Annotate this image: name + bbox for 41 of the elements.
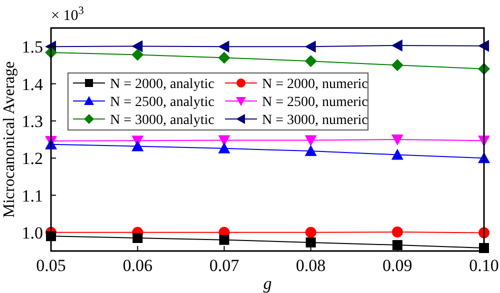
- text: × 10$^{3}$: [51, 5, 84, 24]
- x-tick-label: 0.09: [382, 256, 412, 275]
- y-tick-label: 1.4: [22, 74, 44, 94]
- point: [132, 140, 144, 152]
- point: [392, 226, 403, 238]
- point: [304, 135, 317, 146]
- y-tick-label: 1.1: [22, 186, 43, 206]
- point: [218, 52, 230, 64]
- point: [218, 142, 230, 154]
- legend-label: N = 2500, analytic: [110, 95, 214, 110]
- point: [391, 39, 402, 52]
- x-tick-label: 0.10: [469, 256, 499, 275]
- legend-label: N = 3000, numeric: [262, 113, 368, 128]
- y-tick-label: 1.3: [22, 112, 43, 131]
- y-tick-label: 1.2: [22, 149, 43, 168]
- point: [132, 232, 143, 243]
- x-tick-label: 0.07: [209, 256, 240, 275]
- x-axis-title: g: [263, 274, 272, 293]
- legend-label: N = 2500, numeric: [262, 95, 368, 110]
- point: [132, 40, 143, 52]
- y-axis-title: Microcanonical Average: [1, 61, 18, 218]
- point: [392, 240, 402, 250]
- point: [218, 40, 230, 53]
- point: [391, 134, 404, 146]
- point: [304, 145, 317, 156]
- point: [305, 226, 316, 238]
- legend-label: N = 2000, analytic: [110, 77, 214, 92]
- x-tick-label: 0.08: [296, 256, 326, 275]
- y-tick-label: 1.0: [22, 223, 43, 242]
- point: [219, 234, 230, 245]
- point: [306, 237, 316, 248]
- legend-label: N = 3000, analytic: [110, 113, 214, 128]
- point: [391, 59, 404, 72]
- point: [304, 55, 317, 68]
- x-tick-label: 0.05: [36, 256, 66, 275]
- legend-label: N = 2000, numeric: [262, 77, 368, 92]
- point: [304, 40, 316, 53]
- point: [391, 148, 404, 160]
- x-tick-label: 0.06: [122, 256, 152, 275]
- y-tick-label: 1.5: [22, 38, 43, 57]
- point: [132, 48, 144, 61]
